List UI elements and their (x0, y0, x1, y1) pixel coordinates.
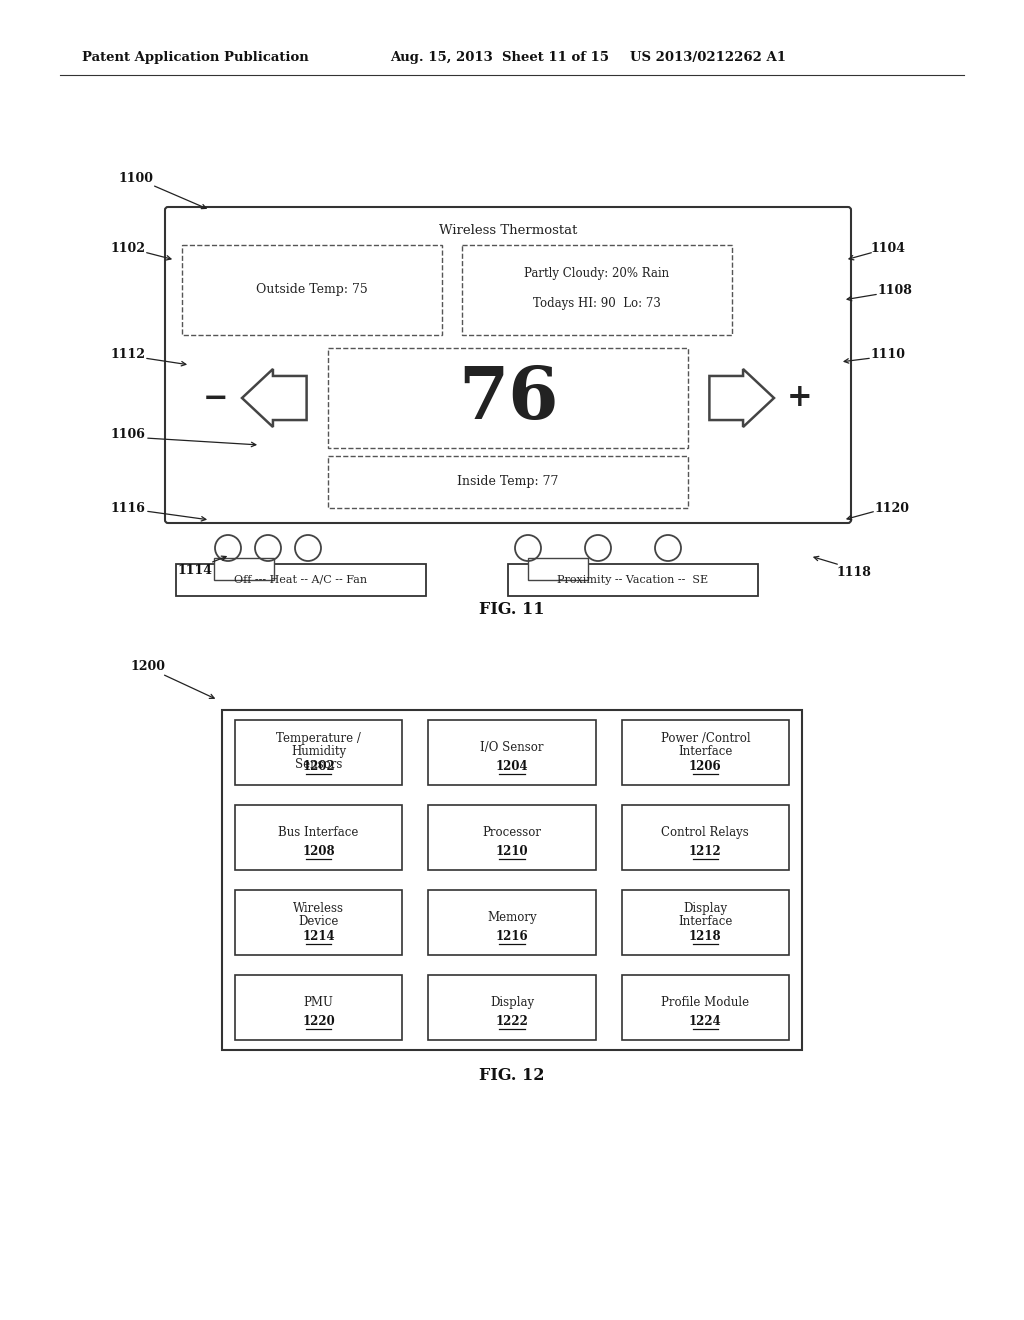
Text: −: − (203, 383, 228, 413)
Bar (462, 246, 732, 335)
Bar (182, 246, 442, 335)
Text: Patent Application Publication: Patent Application Publication (82, 51, 309, 65)
Text: Inside Temp: 77: Inside Temp: 77 (458, 475, 559, 488)
Bar (508, 564, 758, 597)
Bar (428, 975, 596, 1040)
Bar (176, 564, 426, 597)
Text: Profile Module: Profile Module (662, 995, 750, 1008)
Text: Device: Device (298, 915, 339, 928)
Text: 1108: 1108 (878, 284, 912, 297)
Text: Power /Control: Power /Control (660, 731, 751, 744)
Text: 76: 76 (458, 363, 558, 433)
Text: Wireless: Wireless (293, 902, 344, 915)
Text: PMU: PMU (304, 995, 334, 1008)
Bar (622, 975, 790, 1040)
Text: Display: Display (683, 902, 727, 915)
Text: Interface: Interface (678, 744, 732, 758)
Text: Memory: Memory (487, 911, 537, 924)
Text: 1120: 1120 (874, 502, 909, 515)
Text: 1102: 1102 (111, 242, 145, 255)
Bar (234, 975, 402, 1040)
Text: Interface: Interface (678, 915, 732, 928)
Text: 1112: 1112 (111, 348, 145, 362)
Text: 1118: 1118 (837, 565, 871, 578)
Text: +: + (787, 383, 813, 413)
Text: Wireless Thermostat: Wireless Thermostat (439, 223, 578, 236)
Text: Proximity -- Vacation --  SE: Proximity -- Vacation -- SE (557, 576, 709, 585)
Text: 1100: 1100 (119, 172, 154, 185)
Text: Todays HI: 90  Lo: 73: Todays HI: 90 Lo: 73 (534, 297, 660, 309)
Text: I/O Sensor: I/O Sensor (480, 741, 544, 754)
Text: 1200: 1200 (130, 660, 166, 672)
Text: 1218: 1218 (689, 931, 722, 944)
Bar (234, 719, 402, 785)
Text: 1222: 1222 (496, 1015, 528, 1028)
Text: Humidity: Humidity (291, 744, 346, 758)
Text: 1104: 1104 (870, 242, 905, 255)
Text: 1216: 1216 (496, 931, 528, 944)
Text: 1106: 1106 (111, 429, 145, 441)
Text: Processor: Processor (482, 826, 542, 838)
Text: 1202: 1202 (302, 760, 335, 774)
Bar (328, 455, 688, 508)
Text: FIG. 11: FIG. 11 (479, 602, 545, 619)
Text: 1110: 1110 (870, 348, 905, 362)
Text: 1224: 1224 (689, 1015, 722, 1028)
Bar (222, 710, 802, 1049)
Bar (234, 890, 402, 954)
Bar (622, 805, 790, 870)
Text: US 2013/0212262 A1: US 2013/0212262 A1 (630, 51, 786, 65)
Bar (528, 558, 588, 579)
Text: Bus Interface: Bus Interface (279, 826, 358, 838)
Text: 1212: 1212 (689, 845, 722, 858)
Bar (622, 719, 790, 785)
Text: Control Relays: Control Relays (662, 826, 750, 838)
Bar (234, 805, 402, 870)
Text: Sensors: Sensors (295, 758, 342, 771)
Bar (622, 890, 790, 954)
Text: FIG. 12: FIG. 12 (479, 1067, 545, 1084)
Text: Outside Temp: 75: Outside Temp: 75 (256, 284, 368, 297)
Bar (428, 890, 596, 954)
Bar (428, 719, 596, 785)
Text: 1208: 1208 (302, 845, 335, 858)
Text: Aug. 15, 2013  Sheet 11 of 15: Aug. 15, 2013 Sheet 11 of 15 (390, 51, 609, 65)
Bar (214, 558, 274, 579)
Text: 1114: 1114 (177, 564, 213, 577)
Text: 1220: 1220 (302, 1015, 335, 1028)
Text: 1214: 1214 (302, 931, 335, 944)
Text: Partly Cloudy: 20% Rain: Partly Cloudy: 20% Rain (524, 267, 670, 280)
Text: Off --- Heat -- A/C -- Fan: Off --- Heat -- A/C -- Fan (234, 576, 368, 585)
Bar (328, 348, 688, 447)
Bar (428, 805, 596, 870)
Text: 1116: 1116 (111, 502, 145, 515)
FancyBboxPatch shape (165, 207, 851, 523)
Text: Display: Display (489, 995, 535, 1008)
Text: 1206: 1206 (689, 760, 722, 774)
Text: Temperature /: Temperature / (276, 731, 361, 744)
Text: 1210: 1210 (496, 845, 528, 858)
Text: 1204: 1204 (496, 760, 528, 774)
